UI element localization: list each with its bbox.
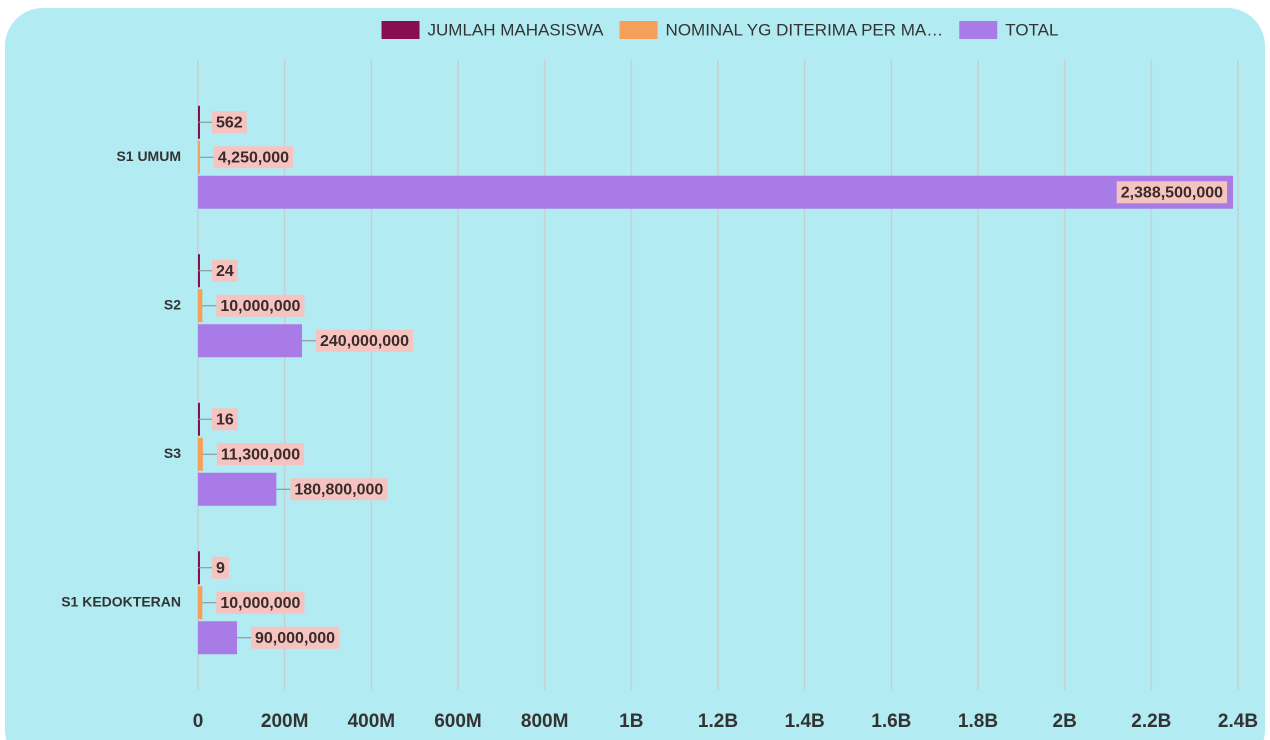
value-label-text: 562 [216, 114, 243, 131]
value-label-box [290, 478, 388, 501]
x-tick-label: 2.4B [1218, 711, 1258, 732]
bar [198, 324, 302, 358]
value-label: 240,000,000 [302, 329, 413, 352]
value-label-box [212, 408, 238, 431]
value-label-box [1116, 181, 1228, 204]
bar [198, 472, 277, 506]
x-tick-label: 800M [521, 711, 569, 732]
x-tick-label: 2.2B [1131, 711, 1171, 732]
value-label: 562 [198, 111, 247, 134]
value-label: 9 [198, 556, 229, 579]
value-label: 10,000,000 [202, 591, 305, 614]
value-label-box [316, 329, 413, 352]
x-tick-label: 600M [434, 711, 482, 732]
value-label-text: 16 [216, 411, 234, 428]
x-tick-label: 1.6B [871, 711, 911, 732]
x-tick-label: 2B [1053, 711, 1077, 732]
bar [198, 140, 200, 174]
bar [198, 289, 203, 323]
y-tick-label: S3 [164, 445, 181, 461]
bar [198, 621, 237, 655]
bar [198, 586, 203, 620]
value-label: 10,000,000 [202, 294, 305, 317]
legend: JUMLAH MAHASISWA NOMINAL YG DITERIMA PER … [381, 20, 1058, 39]
bar [198, 175, 1234, 209]
x-tick-label: 200M [261, 711, 309, 732]
value-label: 24 [198, 259, 238, 282]
legend-swatch [381, 21, 420, 39]
value-label: 90,000,000 [237, 626, 340, 649]
bar [198, 437, 203, 471]
value-label-text: 90,000,000 [255, 630, 335, 647]
value-labels: 562 4,250,000 2,388,500,000 24 10,000,000 240… [198, 111, 1228, 649]
value-label: 2,388,500,000 [1116, 181, 1228, 204]
value-label-text: 2,388,500,000 [1121, 184, 1223, 201]
value-label-text: 10,000,000 [220, 595, 300, 612]
value-label: 180,800,000 [276, 478, 388, 501]
x-tick-label: 1.4B [785, 711, 825, 732]
value-label-text: 9 [216, 560, 225, 577]
x-tick-label: 1.8B [958, 711, 998, 732]
y-tick-label: S1 KEDOKTERAN [61, 593, 181, 609]
value-label-text: 240,000,000 [320, 333, 409, 350]
value-label-box [213, 146, 294, 169]
x-tick-label: 1B [619, 711, 643, 732]
x-tick-label: 0 [193, 711, 204, 732]
y-tick-label: S2 [164, 296, 181, 312]
legend-label: NOMINAL YG DITERIMA PER MA… [666, 20, 944, 39]
chart-background [5, 8, 1265, 740]
value-label-text: 10,000,000 [220, 298, 300, 315]
value-label-text: 4,250,000 [218, 149, 289, 166]
value-label: 16 [198, 408, 238, 431]
legend-swatch [959, 21, 998, 39]
x-tick-label: 1.2B [698, 711, 738, 732]
legend-label: TOTAL [1005, 20, 1058, 39]
value-label-text: 11,300,000 [221, 446, 300, 463]
x-tick-label: 400M [348, 711, 396, 732]
value-label: 11,300,000 [202, 443, 305, 466]
value-label-box [216, 294, 305, 317]
value-label-box [251, 626, 340, 649]
value-label-text: 24 [216, 263, 234, 280]
legend-swatch [619, 21, 658, 39]
y-tick-label: S1 UMUM [116, 148, 181, 164]
value-label: 4,250,000 [199, 146, 294, 169]
value-label-text: 180,800,000 [294, 481, 383, 498]
value-label-box [212, 556, 229, 579]
value-label-box [216, 591, 305, 614]
legend-label: JUMLAH MAHASISWA [428, 20, 605, 39]
value-label-box [212, 259, 238, 282]
value-label-box [216, 443, 305, 466]
value-label-box [212, 111, 247, 134]
